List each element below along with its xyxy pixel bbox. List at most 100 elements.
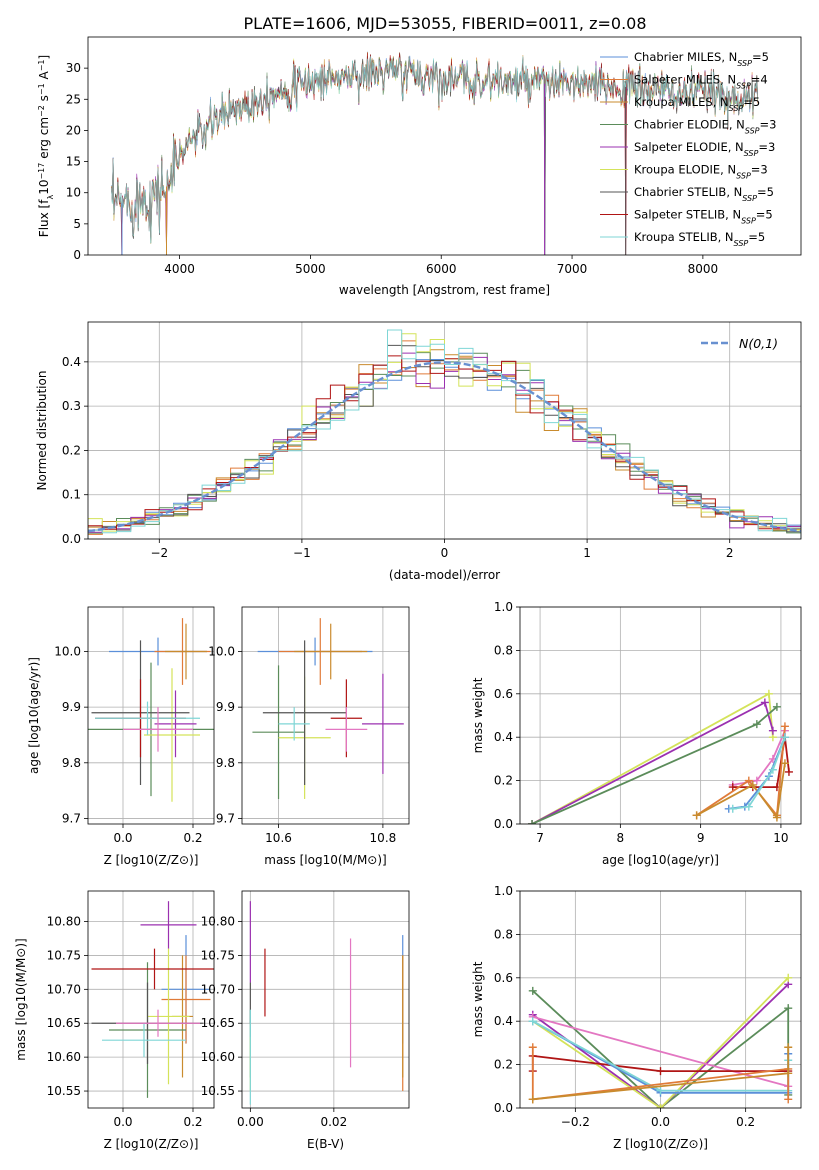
weight-marker [656,1067,665,1076]
x-tick-label: −2 [150,546,168,560]
y-tick-label: 0.0 [62,532,81,546]
legend-text: Chabrier MILES, N [634,50,737,64]
legend-count: =5 [756,208,773,222]
weight-marker [528,1095,537,1104]
weight-marker [784,1069,793,1078]
axes-frame [241,890,410,1109]
weight-marker [744,776,753,785]
y-tick-label: 10.65 [47,1016,81,1030]
weight-line-6 [696,763,786,820]
axes-frame [87,321,802,540]
plot-area-age_vs_Z [88,618,214,802]
x-tick-label: 6000 [426,262,457,276]
legend-subscript: SSP [744,149,759,158]
x-tick-label: 10.6 [265,831,292,845]
legend-subscript: SSP [741,216,756,225]
legend-count: =5 [743,95,760,109]
y-tick-label: 10.65 [201,1016,235,1030]
x-tick-label: 9 [697,831,705,845]
y-tick-label: 0.3 [62,399,81,413]
weight-marker [728,804,737,813]
y-tick-label: 0.6 [494,687,513,701]
weight-line-2 [532,977,789,1108]
weight-marker [752,720,761,729]
legend-label-3: Chabrier ELODIE, NSSP=3 [634,118,776,136]
axes-frame [241,606,410,825]
histogram-series-8 [88,329,801,539]
y-tick-label: 10.55 [47,1084,81,1098]
weight-marker [760,698,769,707]
panel-mass_weight_vs_Z: −0.2 0.0 0.2 0.0 0.2 0.4 0.6 0.8 1.0 Z [log10(Z/Z… [471,884,802,1151]
x-tick-label: −1 [293,546,311,560]
legend-text: Salpeter MILES, N [634,73,736,87]
x-tick-label: 10.8 [370,831,397,845]
legend-label-5: Kroupa ELODIE, NSSP=3 [634,163,768,181]
x-tick-label: −0.2 [561,1115,590,1129]
legend-text: Kroupa MILES, N [634,95,729,109]
legend-label-2: Kroupa MILES, NSSP=5 [634,95,760,113]
weight-marker [780,722,789,731]
normal-curve [88,361,801,533]
y-tick-label: 9.8 [62,756,81,770]
legend-subscript: SSP [734,239,749,248]
y-tick-label: 10.70 [201,982,235,996]
x-axis-label: wavelength [Angstrom, rest frame] [339,283,550,297]
plot-area-mass_weight_vs_Z [528,973,793,1108]
x-tick-label: 4000 [164,262,195,276]
x-tick-label: 0.0 [113,1115,132,1129]
y-tick-label: 0.1 [62,488,81,502]
weight-marker [764,689,773,698]
weight-marker [780,733,789,742]
x-tick-label: 0.02 [320,1115,347,1129]
x-tick-label: 0.2 [736,1115,755,1129]
legend-subscript: SSP [745,126,760,135]
y-tick-label: 0.4 [494,730,513,744]
legend-label-1: Salpeter MILES, NSSP=4 [634,73,768,91]
figure-title: PLATE=1606, MJD=53055, FIBERID=0011, z=0… [243,14,646,33]
legend-label-8: Kroupa STELIB, NSSP=5 [634,230,765,248]
legend-label-6: Chabrier STELIB, NSSP=5 [634,185,774,203]
weight-marker [772,702,781,711]
axes-frame [87,606,215,825]
weight-marker [784,1095,793,1104]
legend-text: Kroupa ELODIE, N [634,163,736,177]
legend-label-4: Salpeter ELODIE, NSSP=3 [634,140,775,158]
legend-text: Kroupa STELIB, N [634,230,734,244]
x-tick-label: 7 [536,831,544,845]
y-tick-label: 0.8 [494,643,513,657]
y-tick-label: 10.80 [201,915,235,929]
panel-residuals: −2 −1 0 1 2 0.0 0.1 0.2 0.3 0.4 N(0,1) (data-model)… [35,321,802,582]
panel-mass_weight_vs_age: 7 8 9 10 0.0 0.2 0.4 0.6 0.8 1.0 age [log10(age/yr… [471,600,802,867]
y-tick-label: 0.2 [494,1058,513,1072]
y-tick-label: 9.9 [216,700,235,714]
x-tick-label: 2 [726,546,734,560]
legend-label: N(0,1) [739,336,778,351]
x-axis-label: Z [log10(Z/Z⊙)] [104,853,199,867]
x-tick-label: 1 [583,546,591,560]
y-tick-label: 20 [66,123,81,137]
x-tick-label: 5000 [295,262,326,276]
weight-line-7 [728,736,786,810]
y-tick-label: 30 [66,61,81,75]
axes-frame [87,36,802,256]
legend-text: Salpeter ELODIE, N [634,140,744,154]
x-axis-label: Z [log10(Z/Z⊙)] [104,1137,199,1151]
y-tick-label: 10.0 [54,645,81,659]
x-axis-label: E(B-V) [307,1137,344,1151]
y-tick-label: 0.2 [494,774,513,788]
plot-area-mass_weight_vs_age [528,689,793,824]
x-tick-label: 0.0 [651,1115,670,1129]
weight-marker [752,776,761,785]
legend-subscript: SSP [742,194,757,203]
y-tick-label: 10.70 [47,982,81,996]
weight-marker [748,780,757,789]
legend-count: =3 [751,163,768,177]
x-axis-label: mass [log10(M/M⊙)] [264,853,386,867]
panel-mass_vs_Z: 0.0 0.2 10.55 10.60 10.65 10.70 10.75 10.80 Z [l… [14,890,215,1151]
legend-count: =5 [752,50,769,64]
y-tick-label: 0.2 [62,443,81,457]
y-tick-label: 9.8 [216,756,235,770]
legend-count: =5 [748,230,765,244]
axes-frame [87,890,215,1109]
